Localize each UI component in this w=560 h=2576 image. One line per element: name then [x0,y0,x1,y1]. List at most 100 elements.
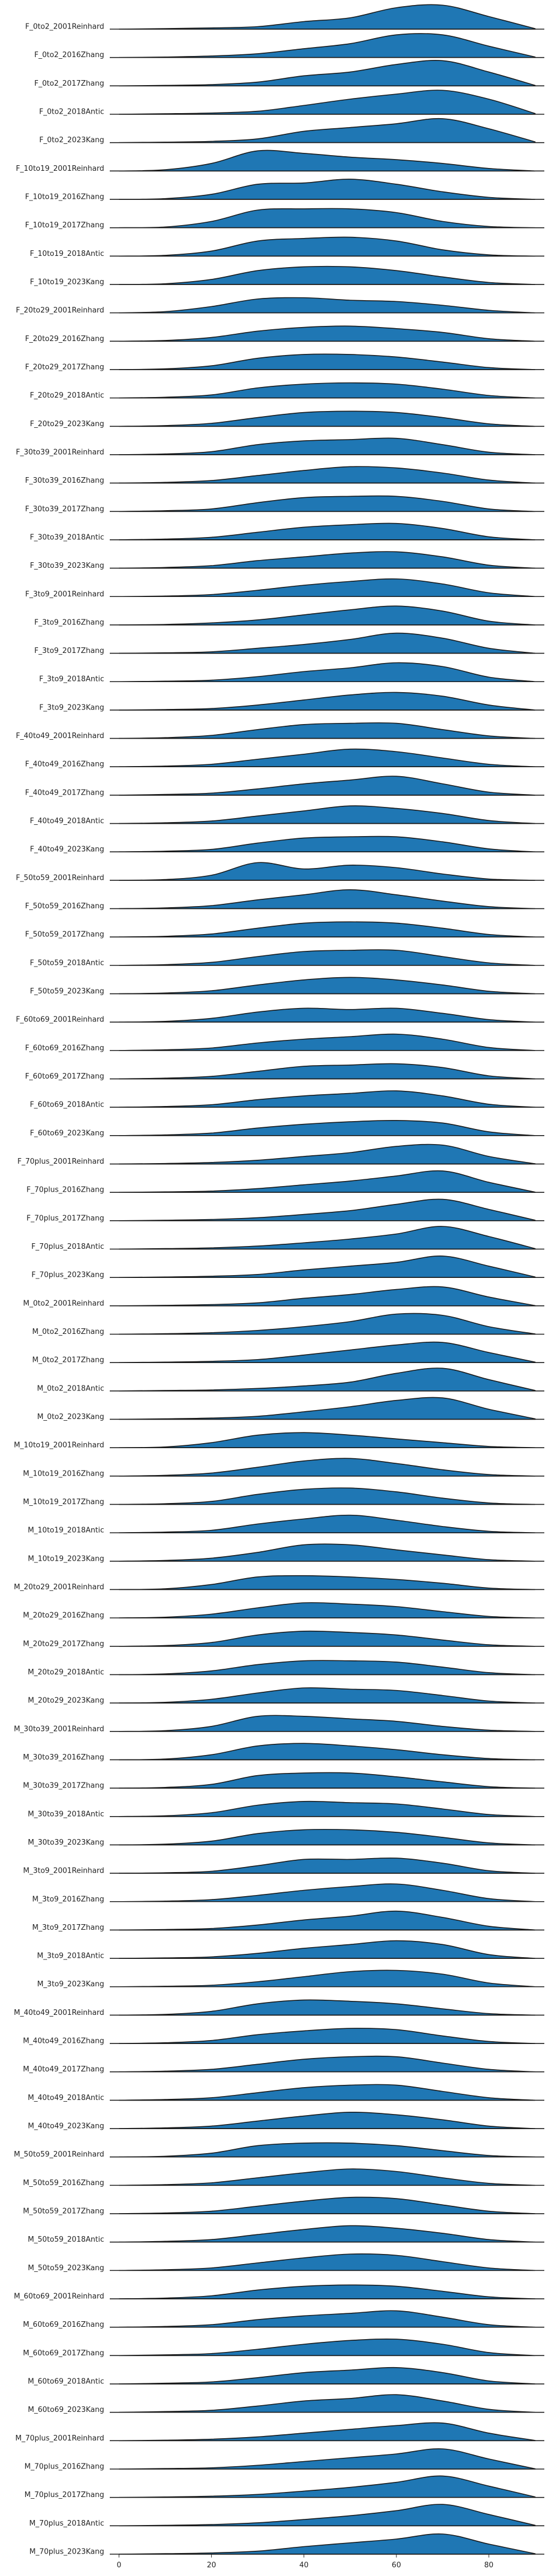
ridge [119,90,536,115]
row-label: F_30to39_2017Zhang [25,505,104,514]
ridge [119,1715,535,1732]
ridge [119,2475,536,2498]
row-label: M_60to69_2016Zhang [23,2321,104,2329]
ridge [119,4,536,30]
ridge [119,1007,535,1023]
ridge [119,2028,535,2044]
row-label: M_20to29_2001Reinhard [14,1583,104,1592]
row-label: F_50to59_2018Antic [30,959,104,967]
row-label: M_60to69_2001Reinhard [14,2293,104,2301]
ridge [119,1286,536,1306]
row-label: F_70plus_2001Reinhard [17,1158,104,1166]
row-label: F_30to39_2001Reinhard [16,448,104,456]
row-label: F_40to49_2016Zhang [25,760,104,769]
ridge [119,1660,535,1676]
row-label: M_3to9_2017Zhang [32,1924,105,1932]
ridge [119,2284,535,2299]
row-label: M_10to19_2016Zhang [23,1469,104,1478]
row-label: M_70plus_2023Kang [30,2548,104,2556]
ridge [119,2196,535,2214]
row-label: M_70plus_2001Reinhard [15,2434,104,2443]
row-label: M_20to29_2023Kang [28,1697,104,1705]
ridge [119,977,535,995]
row-label: F_30to39_2023Kang [30,562,104,570]
row-label: M_40to49_2017Zhang [23,2065,104,2074]
ridge [119,921,535,938]
row-label: F_20to29_2001Reinhard [16,306,104,315]
ridge [119,776,535,796]
ridge [119,2111,535,2129]
ridge [119,2448,536,2470]
row-label: F_70plus_2023Kang [31,1271,104,1280]
row-label: F_60to69_2017Zhang [25,1072,104,1081]
ridge [119,722,535,739]
row-label: M_0to2_2023Kang [37,1413,104,1421]
ridge [119,2225,535,2243]
row-label: F_30to39_2018Antic [30,533,104,542]
row-label: M_3to9_2023Kang [37,1980,104,1989]
ridge [119,118,536,143]
ridge [119,437,535,455]
row-label: F_10to19_2001Reinhard [16,165,104,173]
row-label: F_3to9_2016Zhang [34,618,104,627]
ridge [119,1800,535,1817]
row-label: F_70plus_2016Zhang [26,1186,104,1194]
row-label: F_3to9_2017Zhang [34,647,104,655]
ridge [119,1458,535,1477]
row-label: F_0to2_2016Zhang [34,51,104,59]
ridge [119,382,535,399]
ridge [119,2142,535,2158]
ridge [119,748,535,768]
ridge [119,1772,535,1789]
row-label: M_10to19_2018Antic [28,1527,104,1535]
row-label: M_60to69_2017Zhang [23,2349,104,2358]
row-label: F_40to49_2001Reinhard [16,732,104,740]
row-label: M_50to59_2017Zhang [23,2208,104,2216]
ridge [119,2253,535,2271]
row-label: F_60to69_2018Antic [30,1101,104,1109]
row-label: F_0to2_2017Zhang [34,80,104,88]
row-label: F_20to29_2023Kang [30,420,104,428]
row-label: F_20to29_2017Zhang [25,363,104,371]
row-label: F_20to29_2016Zhang [25,335,104,343]
ridge [119,1432,535,1448]
row-label: F_60to69_2016Zhang [25,1044,104,1052]
row-label: F_10to19_2018Antic [30,250,104,258]
ridge [119,1170,536,1193]
ridge [119,1575,535,1590]
row-label: F_3to9_2001Reinhard [25,590,104,599]
ridge [119,410,535,427]
ridge [119,1828,535,1846]
ridge [119,1144,536,1165]
row-label: F_50to59_2023Kang [30,987,104,996]
ridge [119,179,535,200]
ridge [119,1999,535,2016]
row-label: F_40to49_2017Zhang [25,788,104,797]
row-label: M_0to2_2016Zhang [32,1328,105,1336]
ridge [119,1226,536,1250]
ridge [119,236,535,257]
ridge [119,297,535,314]
row-label: M_20to29_2018Antic [28,1668,104,1677]
ridge [119,949,535,966]
ridge [119,551,535,569]
x-tick-label: 20 [207,2561,216,2570]
ridge [119,578,535,598]
ridge [119,1630,535,1647]
row-label: M_30to39_2016Zhang [23,1753,104,1762]
ridge [119,2084,535,2101]
ridge [119,325,535,342]
ridge [119,1119,535,1136]
x-tick-label: 0 [116,2561,121,2570]
ridge [119,1368,536,1392]
ridge [119,1487,535,1505]
row-label: M_60to69_2018Antic [28,2378,104,2386]
ridge [119,33,536,58]
ridge [119,889,535,909]
row-label: F_40to49_2018Antic [30,817,104,825]
row-label: M_30to39_2017Zhang [23,1782,104,1790]
ridge [119,1313,536,1335]
row-label: F_50to59_2016Zhang [25,902,104,911]
row-label: M_30to39_2001Reinhard [14,1725,104,1733]
